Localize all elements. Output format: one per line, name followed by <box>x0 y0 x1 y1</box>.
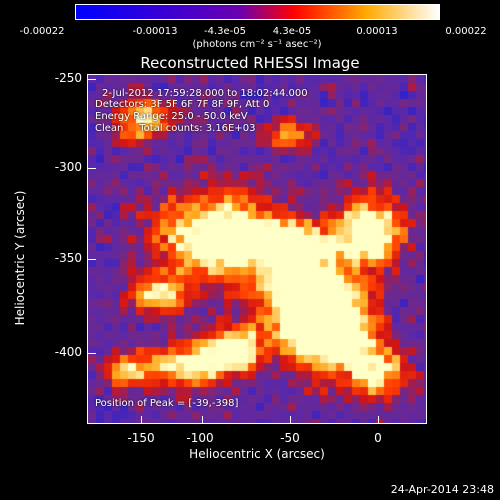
y-tick-mark <box>88 168 96 169</box>
timestamp: 24-Apr-2014 23:48 <box>390 483 494 496</box>
x-tick-mark <box>202 416 203 424</box>
colorbar-tick: -0.00013 <box>132 26 178 37</box>
colorbar <box>75 4 440 20</box>
info-energy-range: Energy Range: 25.0 - 50.0 keV <box>95 111 248 122</box>
x-tick-mark <box>141 416 142 424</box>
peak-position: Position of Peak = [-39,-398] <box>95 398 239 409</box>
y-tick-mark <box>88 79 96 80</box>
info-detectors: Detectors: 3F 5F 6F 7F 8F 9F, Att 0 <box>95 99 270 110</box>
y-tick-mark <box>88 259 96 260</box>
x-tick-label: -100 <box>186 431 214 445</box>
colorbar-tick: -4.3e-05 <box>204 26 246 37</box>
y-tick-mark <box>88 353 96 354</box>
info-clean-counts: Clean Total counts: 3.16E+03 <box>95 123 256 134</box>
x-tick-label: -50 <box>280 431 300 445</box>
colorbar-tick: -0.00022 <box>19 26 65 37</box>
rhessi-heatmap <box>88 75 426 423</box>
x-tick-label: 0 <box>374 431 382 445</box>
colorbar-tick: 0.00022 <box>445 26 487 37</box>
x-axis-label: Heliocentric X (arcsec) <box>189 447 325 461</box>
colorbar-tick: 4.3e-05 <box>272 26 312 37</box>
y-tick-label: -250 <box>54 71 82 85</box>
x-tick-mark <box>378 416 379 424</box>
y-tick-label: -350 <box>54 251 82 265</box>
y-tick-label: -300 <box>54 160 82 174</box>
colorbar-units: (photons cm⁻² s⁻¹ asec⁻²) <box>192 39 322 50</box>
y-tick-label: -400 <box>54 345 82 359</box>
x-tick-label: -150 <box>127 431 155 445</box>
image-title: Reconstructed RHESSI Image <box>140 54 360 72</box>
y-axis-label: Heliocentric Y (arcsec) <box>13 190 27 326</box>
x-tick-mark <box>290 416 291 424</box>
plot-area: 2-Jul-2012 17:59:28.000 to 18:02:44.000 … <box>87 74 427 424</box>
colorbar-tick: 0.00013 <box>356 26 398 37</box>
info-time-range: 2-Jul-2012 17:59:28.000 to 18:02:44.000 <box>102 88 308 99</box>
